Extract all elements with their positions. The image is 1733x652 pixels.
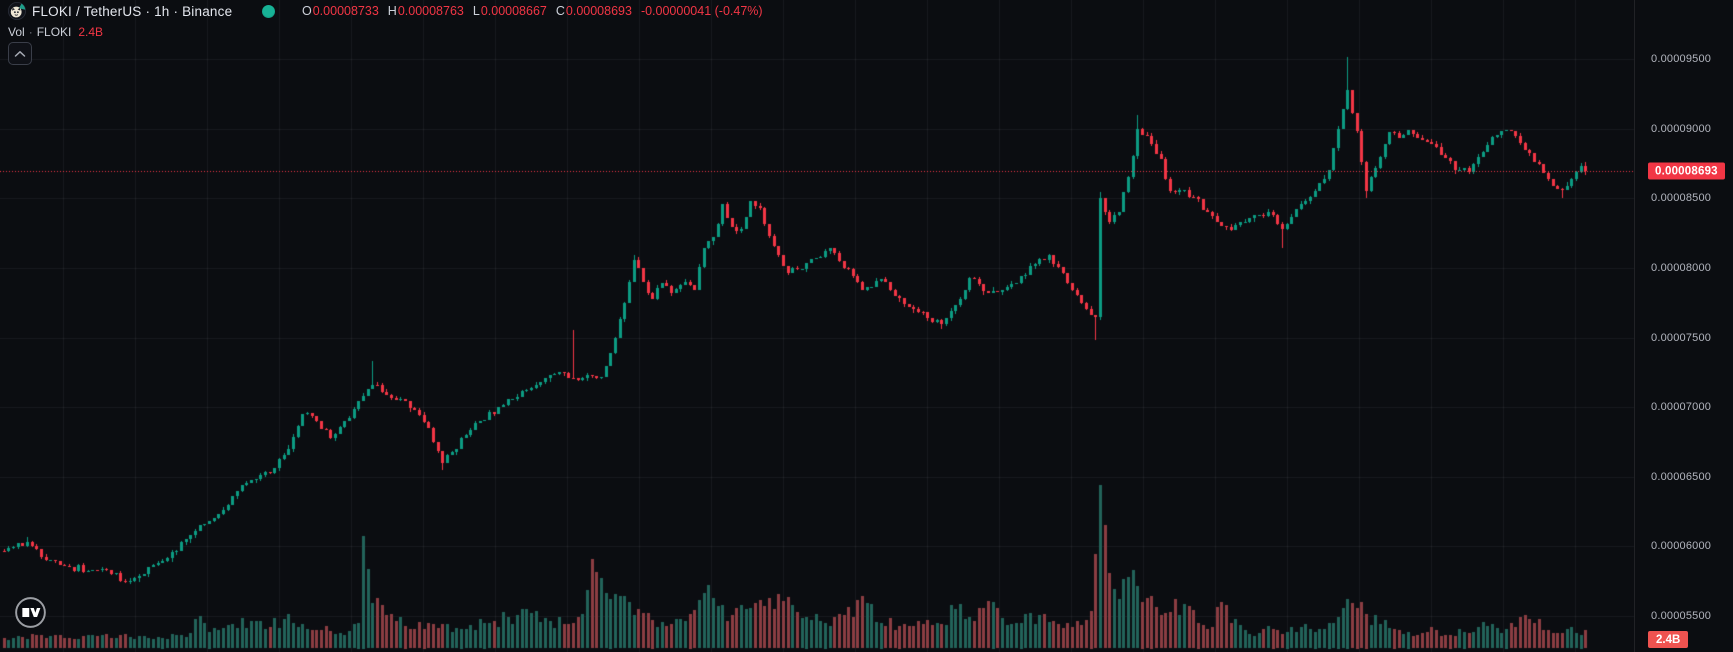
market-status-dot-icon[interactable] [262,5,275,18]
price-axis-label: 0.00006000 [1651,540,1712,553]
price-axis[interactable]: 0.00008693 2.4B 0.00009500 0.00009000 0.00… [1634,0,1733,652]
price-axis-label: 0.00008000 [1651,261,1712,274]
close-value: 0.00008693 [565,4,632,18]
price-axis-label: 0.00009000 [1651,122,1712,135]
change-value: -0.00000041 (-0.47%) [640,4,763,18]
volume-value: 2.4B [78,24,104,39]
price-axis-label: 0.00007000 [1651,401,1712,414]
high-value: 0.00008763 [397,4,464,18]
open-label: O [302,4,312,18]
price-axis-label: 0.00006500 [1651,470,1712,483]
volume-separator: · [28,24,33,39]
symbol-row[interactable]: FLOKI / TetherUS · 1h · Binance [7,1,233,21]
volume-label: Vol [8,24,25,39]
price-axis-label: 0.00008500 [1651,192,1712,205]
open-value: 0.00008733 [312,4,379,18]
chevron-up-icon [14,50,26,57]
price-axis-label: 0.00007500 [1651,331,1712,344]
low-label: L [472,4,480,18]
current-price-badge: 0.00008693 [1648,162,1725,180]
price-axis-label: 0.00009500 [1651,53,1712,65]
legend-collapse-button[interactable] [8,42,32,65]
price-axis-label: 0.00005500 [1651,610,1712,622]
low-value: 0.00008667 [480,4,547,18]
tradingview-logo[interactable] [14,596,47,629]
ohlc-values-row: O 0.00008733 H 0.00008763 L 0.00008667 C… [302,3,763,19]
volume-indicator-row[interactable]: Vol · FLOKI 2.4B [8,24,103,39]
volume-symbol: FLOKI [36,24,72,39]
high-label: H [387,4,397,18]
floki-coin-logo-icon [7,1,27,21]
close-label: C [555,4,565,18]
current-volume-badge: 2.4B [1648,631,1689,648]
symbol-title[interactable]: FLOKI / TetherUS · 1h · Binance [32,3,233,19]
